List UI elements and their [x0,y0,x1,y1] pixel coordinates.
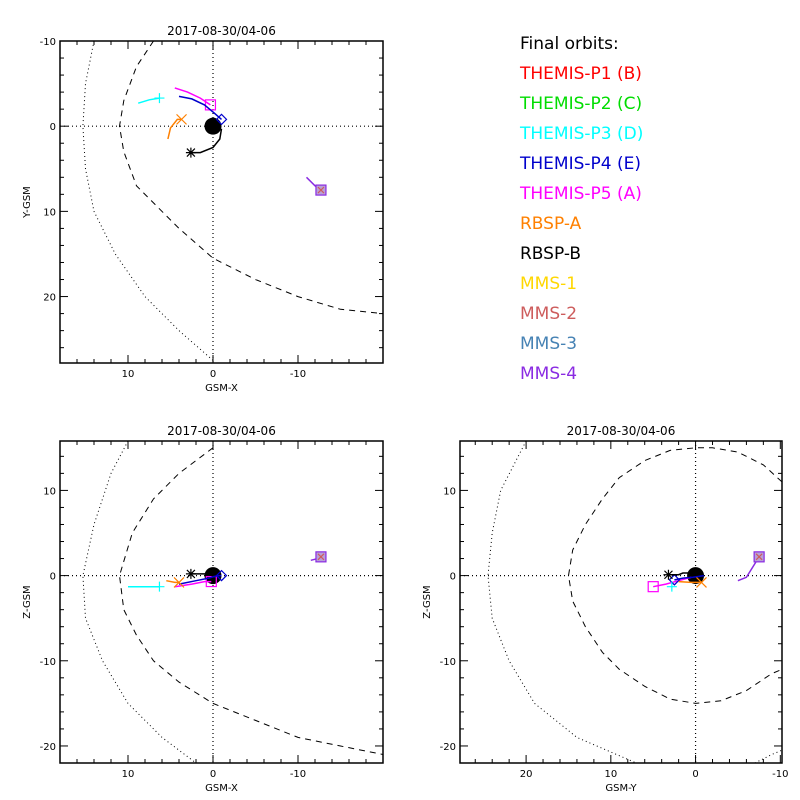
bow-shock-right-curve [754,749,782,763]
mms-4-orbit-track [737,556,760,582]
y-axis-label: Z-GSM [22,585,33,618]
earth-marker [687,567,705,585]
themis-p3-position-marker [154,581,165,592]
y-tick-label: 10 [43,486,56,497]
legend-item-mms-2: MMS-2 [520,304,578,324]
bow-shock-curve [82,41,214,361]
x-axis-label: GSM-X [205,783,238,794]
plot-area [460,441,782,763]
plot-area [60,41,383,363]
x-tick-label: -10 [772,769,788,780]
x-tick-label: 10 [604,769,617,780]
legend-item-rbsp-a: RBSP-A [520,214,582,234]
mms-4-position-marker [753,551,765,563]
earth-marker [204,117,222,135]
y-axis-label: Z-GSM [422,585,433,618]
rbsp-b-orbit-track [190,128,223,154]
y-tick-label: 0 [50,572,56,583]
mms-4-position-marker [315,551,327,563]
legend-item-mms-1: MMS-1 [520,274,578,294]
y-tick-label: -10 [440,657,456,668]
rbsp-a-position-marker [176,113,187,125]
rbsp-a-orbit-track [167,118,182,140]
themis-p5-position-marker [647,581,659,593]
x-tick-label: 0 [692,769,698,780]
axis-ticks [460,441,782,764]
x-tick-label: -10 [290,769,306,780]
y-tick-label: 0 [450,572,456,583]
rbsp-b-position-marker [663,569,674,580]
x-tick-label: -10 [290,369,306,380]
themis-p3-position-marker [666,581,677,592]
themis-p4-position-marker [215,113,228,126]
y-tick-label: 10 [43,207,56,218]
y-axis-label: Y-GSM [22,186,33,219]
x-tick-label: 0 [210,369,216,380]
legend-item-themis-p3-d: THEMIS-P3 (D) [520,124,644,144]
bow-shock-curve [82,441,197,763]
plot-frame [59,440,384,764]
magnetopause-curve [567,447,782,704]
legend-title: Final orbits: [520,34,619,54]
themis-p3-orbit-track [137,97,160,104]
x-tick-label: 10 [122,369,135,380]
themis-p3-position-marker [154,93,165,104]
y-tick-label: -20 [440,742,456,753]
themis-p4-position-marker [668,574,681,586]
plot-frame [59,40,384,364]
x-tick-label: 0 [210,769,216,780]
legend-item-mms-3: MMS-3 [520,334,578,354]
plot-area [60,441,383,763]
x-axis-label: GSM-X [205,383,238,394]
legend-item-themis-p5-a: THEMIS-P5 (A) [520,184,642,204]
magnetopause-curve [118,41,383,315]
legend-item-themis-p4-e: THEMIS-P4 (E) [520,154,641,174]
plot-title: 2017-08-30/04-06 [567,424,676,438]
plot-panel-1: 10 0 -10 -10 0 10 20 2017-08-30/04-06 GSM-X Y-GSM [22,24,384,394]
plot-frame [459,440,783,764]
y-tick-label: -20 [40,742,56,753]
y-tick-label: 20 [43,293,56,304]
themis-p5-orbit-track [174,580,212,588]
themis-p4-orbit-track [178,574,222,585]
plot-title: 2017-08-30/04-06 [167,24,276,38]
themis-p4-orbit-track [178,95,222,120]
legend: Final orbits: THEMIS-P1 (B) THEMIS-P2 (C)… [520,32,643,392]
rbsp-b-position-marker [185,147,196,158]
x-axis-label: GSM-Y [605,783,637,794]
mms-4-position-marker [315,184,327,196]
plot-title: 2017-08-30/04-06 [167,424,276,438]
axis-ticks [59,441,384,764]
rbsp-a-orbit-track [678,580,702,584]
axis-ticks [59,40,384,363]
y-tick-label: -10 [40,37,56,48]
plot-panel-3: 20 10 0 -10 10 0 -10 -20 2017-08-30/04-06 GSM-Y Z-… [422,424,788,794]
legend-item-themis-p2-c: THEMIS-P2 (C) [520,94,643,114]
legend-item-themis-p1-b: THEMIS-P1 (B) [520,64,642,84]
rbsp-a-position-marker [696,576,707,588]
y-tick-label: 10 [443,486,456,497]
rbsp-a-position-marker [173,576,185,588]
themis-p5-position-marker [204,99,217,111]
themis-p5-position-marker [205,575,217,588]
x-tick-label: 20 [520,769,533,780]
legend-item-rbsp-b: RBSP-B [520,244,582,264]
rbsp-b-orbit-track [668,572,692,576]
y-tick-label: -10 [40,657,56,668]
x-tick-label: 10 [122,769,135,780]
magnetopause-curve [118,447,383,755]
themis-p4-position-marker [215,569,228,582]
plot-panel-2: 10 0 -10 10 0 -10 -20 2017-08-30/04-06 GSM-X Z-GS… [22,424,384,794]
legend-item-mms-4: MMS-4 [520,364,578,384]
rbsp-b-position-marker [185,568,196,579]
rbsp-a-orbit-track [166,579,179,584]
bow-shock-curve [487,441,637,763]
y-tick-label: 0 [50,122,56,133]
